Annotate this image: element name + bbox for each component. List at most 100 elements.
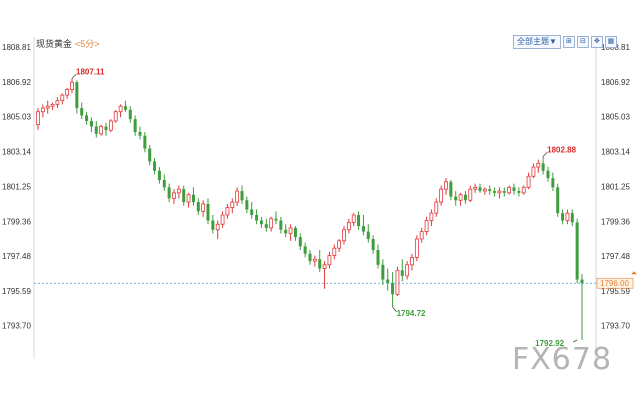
candle-body-down — [279, 220, 283, 230]
candle-body-down — [293, 227, 297, 238]
candle-body-down — [211, 220, 215, 230]
candle-body-down — [366, 231, 370, 239]
candle-body-up — [521, 186, 526, 194]
candle-body-up — [473, 186, 478, 190]
candle-body-down — [274, 218, 278, 221]
candle-body-down — [80, 108, 84, 116]
candle-body-up — [201, 203, 206, 212]
candle-body-down — [89, 120, 93, 127]
candle-body-down — [255, 215, 259, 221]
candle-body-up — [60, 94, 65, 102]
annotation-label-high: 1802.88 — [547, 145, 576, 154]
annotation-leader — [71, 74, 77, 79]
candle-body-up — [405, 264, 410, 277]
candle-body-down — [361, 226, 365, 232]
candle-body-up — [468, 188, 473, 201]
candle-body-up — [414, 238, 419, 258]
candle-body-down — [245, 200, 249, 210]
candle-body-down — [391, 283, 395, 295]
watermark-logo: FX678 — [512, 342, 613, 377]
candle-body-up — [536, 162, 541, 168]
y-tick-label-right: 1797.48 — [601, 252, 630, 261]
candle-body-down — [191, 194, 195, 203]
y-tick-label-left: 1793.70 — [2, 322, 31, 331]
candle-body-up — [172, 192, 176, 199]
annotation-label-low: 1794.72 — [397, 309, 426, 318]
candle-body-down — [148, 148, 152, 162]
candle-body-down — [551, 178, 555, 188]
candle-body-up — [434, 201, 439, 214]
candle-body-up — [230, 201, 235, 209]
candle-body-up — [444, 181, 448, 190]
candle-body-up — [342, 229, 346, 242]
candle-body-down — [240, 191, 244, 201]
candle-body-up — [507, 186, 512, 194]
settings-icon[interactable]: ▦ — [604, 36, 617, 48]
candle-body-down — [561, 213, 565, 221]
candle-body-down — [206, 203, 210, 221]
candle-body-down — [556, 187, 560, 214]
current-price-box — [596, 277, 634, 289]
y-tick-label-right: 1805.03 — [601, 113, 630, 122]
candle-body-down — [488, 189, 492, 192]
candle-body-up — [327, 255, 332, 266]
y-tick-label-right: 1799.36 — [601, 217, 630, 226]
candle-body-down — [517, 191, 521, 193]
candle-body-down — [386, 279, 390, 284]
candle-body-up — [65, 89, 70, 96]
candle-body-up — [419, 231, 424, 240]
candle-body-up — [458, 194, 463, 201]
candle-body-down — [318, 259, 322, 269]
y-tick-label-left: 1808.81 — [2, 43, 31, 52]
period-selector[interactable]: <5分> — [75, 39, 100, 49]
annotation-leader — [542, 152, 548, 157]
y-tick-label-right: 1793.70 — [601, 322, 630, 331]
chart-frame — [33, 37, 597, 359]
candle-body-up — [332, 247, 337, 256]
candle-body-down — [128, 109, 132, 120]
theme-select[interactable]: 全部主题▼ — [513, 35, 561, 49]
candle-body-up — [113, 111, 118, 122]
candle-body-down — [182, 189, 186, 203]
candle-body-down — [546, 170, 550, 179]
annotation-label-high: 1807.11 — [76, 67, 105, 76]
zoom-in-icon[interactable]: ⊞ — [562, 36, 575, 48]
candle-body-up — [50, 103, 55, 107]
y-tick-label-left: 1795.59 — [2, 287, 31, 296]
chart-toolbar: 全部主题▼ ⊞ ⊟ ✥ ▦ — [513, 35, 617, 49]
candle-body-down — [123, 106, 127, 110]
y-tick-label-left: 1797.48 — [2, 252, 31, 261]
candle-body-up — [40, 107, 45, 113]
candle-body-up — [337, 240, 342, 249]
y-tick-label-left: 1806.92 — [2, 78, 31, 87]
y-axis-left: 1808.81 1806.92 1805.03 1803.14 1801.25 1799.… — [2, 43, 31, 331]
candle-body-up — [531, 166, 536, 177]
candle-body-up — [395, 269, 400, 295]
y-tick-label-left: 1801.25 — [2, 182, 31, 191]
candle-body-up — [215, 223, 220, 231]
chart-header: 现货黄金 <5分> — [36, 37, 100, 50]
candle-body-down — [303, 246, 307, 254]
annotation-leader — [392, 306, 397, 313]
candle-body-down — [94, 126, 98, 134]
candle-body-up — [99, 126, 104, 135]
candle-body-down — [85, 115, 89, 121]
y-tick-label-left: 1799.36 — [2, 217, 31, 226]
candle-body-down — [196, 202, 200, 212]
candle-body-up — [312, 258, 317, 262]
zoom-out-icon[interactable]: ⊟ — [576, 36, 589, 48]
y-tick-label-left: 1805.03 — [2, 113, 31, 122]
candle-body-up — [322, 264, 327, 269]
candle-body-up — [176, 188, 181, 194]
candle-body-up — [497, 190, 502, 194]
candle-body-down — [478, 187, 482, 192]
candle-body-down — [298, 237, 302, 247]
move-icon[interactable]: ✥ — [590, 36, 603, 48]
candle-body-down — [512, 187, 516, 192]
candle-body-down — [133, 119, 137, 133]
current-price-label: 1796.00 — [600, 279, 629, 288]
candle-body-down — [502, 191, 506, 193]
candle-body-down — [75, 82, 79, 109]
candle-body-down — [376, 250, 380, 265]
